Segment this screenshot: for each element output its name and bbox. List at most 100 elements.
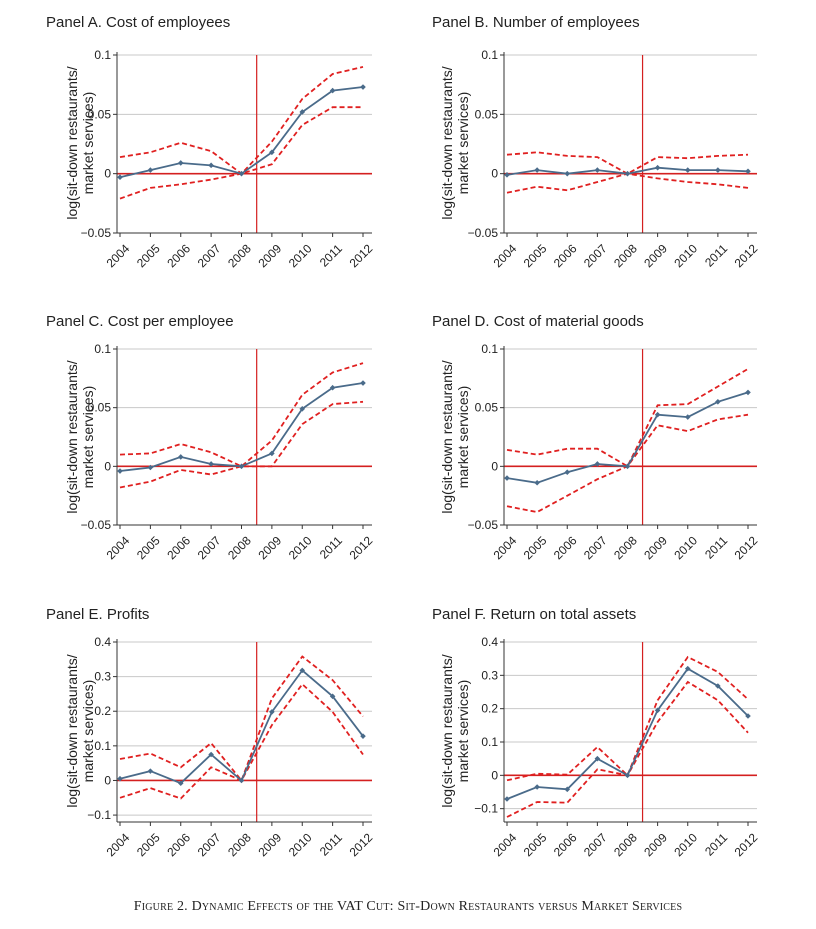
estimate-point: [147, 167, 154, 173]
x-tick-label: 2008: [225, 533, 254, 562]
y-tick-label: 0.1: [94, 342, 111, 356]
x-tick-label: 2011: [702, 533, 730, 561]
x-tick-label: 2012: [732, 241, 761, 270]
x-tick-label: 2007: [581, 533, 610, 562]
estimate-point: [715, 399, 721, 405]
estimate-point: [208, 461, 214, 467]
estimate-point: [360, 380, 366, 386]
y-tick-label: −0.05: [468, 518, 499, 532]
x-tick-label: 2005: [134, 830, 163, 859]
y-tick-label: 0.05: [475, 401, 499, 415]
y-tick-label: 0.3: [94, 670, 111, 684]
series-lower-ci-line: [119, 400, 364, 489]
x-tick-label: 2010: [286, 241, 315, 270]
x-tick-label: 2004: [104, 241, 133, 270]
estimate-point: [564, 786, 571, 793]
x-tick-label: 2005: [521, 241, 550, 270]
x-tick-label: 2009: [255, 533, 284, 562]
estimate-point: [715, 167, 721, 173]
x-tick-label: 2009: [255, 241, 284, 270]
x-tick-label: 2011: [317, 830, 345, 858]
panel-e-title: Panel E. Profits: [46, 606, 150, 623]
panel-f-title: Panel F. Return on total assets: [432, 606, 637, 623]
x-tick-label: 2005: [521, 533, 550, 562]
y-tick-label: 0.05: [88, 107, 112, 121]
estimate-point: [624, 772, 631, 779]
x-tick-label: 2009: [641, 830, 670, 859]
y-tick-label: 0.2: [94, 704, 111, 718]
series-estimate-line: [506, 391, 749, 484]
estimate-point: [360, 733, 366, 739]
estimate-point: [684, 167, 691, 173]
panel-f-plot: −0.1 0 0.1 0.2 0.3 0.4 2004 2005 2006 2007 2008 200…: [474, 635, 760, 859]
x-tick-label: 2007: [195, 241, 224, 270]
estimate-point: [238, 170, 245, 177]
estimate-point: [269, 149, 275, 156]
x-tick-label: 2009: [641, 533, 670, 562]
estimate-point: [117, 775, 123, 782]
estimate-point: [624, 463, 631, 470]
x-tick-label: 2010: [286, 533, 315, 562]
estimate-point: [147, 464, 154, 471]
estimate-point: [745, 389, 751, 396]
y-tick-label: −0.05: [81, 518, 112, 532]
x-tick-label: 2005: [134, 241, 163, 270]
estimate-point: [654, 707, 661, 714]
estimate-point: [564, 170, 571, 177]
series-upper-ci-line: [119, 66, 364, 175]
estimate-point: [654, 411, 661, 418]
x-tick-label: 2012: [732, 533, 761, 562]
estimate-point: [117, 468, 123, 474]
estimate-point: [564, 469, 571, 475]
y-tick-label: 0: [104, 773, 111, 787]
estimate-point: [147, 768, 154, 774]
series-lower-ci-line: [506, 172, 749, 194]
estimate-point: [329, 87, 336, 94]
y-tick-label: 0: [104, 167, 111, 181]
estimate-point: [329, 693, 336, 700]
y-tick-label: 0.4: [94, 635, 111, 649]
series-estimate-line: [506, 667, 749, 800]
y-tick-label: 0: [491, 167, 498, 181]
x-tick-label: 2007: [581, 830, 610, 859]
y-tick-label: 0: [491, 459, 498, 473]
series-estimate-line: [119, 382, 364, 472]
x-tick-label: 2008: [611, 533, 640, 562]
estimate-point: [534, 784, 540, 790]
y-tick-label: 0.2: [481, 702, 498, 716]
x-tick-label: 2004: [491, 241, 520, 270]
y-tick-label: −0.1: [474, 802, 498, 816]
x-tick-label: 2006: [551, 830, 580, 859]
x-tick-label: 2008: [611, 241, 640, 270]
estimate-point: [329, 384, 336, 391]
y-tick-label: −0.05: [81, 226, 112, 240]
x-tick-label: 2004: [491, 533, 520, 562]
panel-c-title: Panel C. Cost per employee: [46, 313, 234, 330]
x-tick-label: 2012: [732, 830, 761, 859]
estimate-point: [745, 713, 751, 719]
y-tick-label: 0.1: [481, 48, 498, 62]
y-tick-label: 0.1: [94, 739, 111, 753]
x-tick-label: 2010: [671, 533, 700, 562]
estimate-point: [594, 755, 601, 762]
x-tick-label: 2006: [551, 533, 580, 562]
x-tick-label: 2011: [317, 241, 345, 269]
series-lower-ci-line: [506, 680, 749, 818]
series-estimate-line: [119, 86, 364, 179]
estimate-point: [299, 406, 306, 412]
x-tick-label: 2004: [491, 830, 520, 859]
x-tick-label: 2010: [671, 241, 700, 270]
y-tick-label: 0.1: [94, 48, 111, 62]
x-tick-label: 2008: [225, 241, 254, 270]
panel-a-title: Panel A. Cost of employees: [46, 14, 231, 31]
x-tick-label: 2006: [164, 533, 193, 562]
y-tick-label: 0.4: [481, 635, 498, 649]
estimate-point: [269, 709, 275, 715]
y-tick-label: 0: [491, 768, 498, 782]
series-estimate-line: [119, 669, 364, 785]
x-tick-label: 2008: [225, 830, 254, 859]
